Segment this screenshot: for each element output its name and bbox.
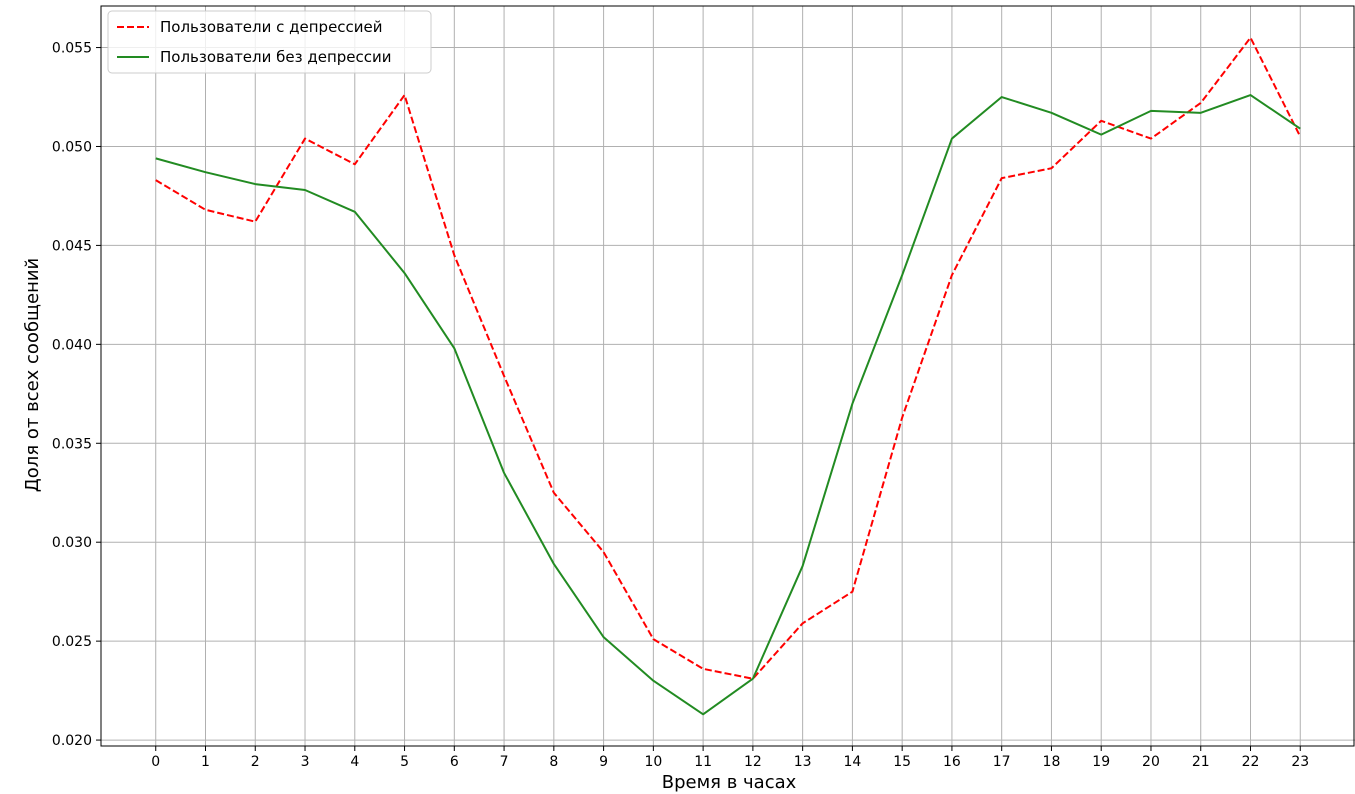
x-tick-label: 16 — [943, 754, 961, 770]
x-tick-label: 15 — [893, 754, 911, 770]
x-tick-label: 5 — [400, 754, 409, 770]
x-tick-label: 18 — [1043, 754, 1061, 770]
x-tick-label: 1 — [201, 754, 210, 770]
series-layer — [155, 36, 1302, 716]
x-tick-label: 6 — [450, 754, 459, 770]
plot-frame — [100, 5, 1355, 747]
y-tick-label: 0.040 — [52, 337, 92, 353]
x-tick-label: 13 — [794, 754, 812, 770]
x-tick-label: 9 — [599, 754, 608, 770]
y-tick-label: 0.045 — [52, 238, 92, 254]
y-axis-title: Доля от всех сообщений — [22, 258, 43, 493]
legend: Пользователи с депрессией Пользователи б… — [107, 10, 432, 74]
x-tick-label: 2 — [251, 754, 260, 770]
x-tick-label: 8 — [549, 754, 558, 770]
y-tick-label: 0.055 — [52, 41, 92, 57]
x-tick-label: 7 — [500, 754, 509, 770]
x-tick-label: 17 — [993, 754, 1011, 770]
x-tick-label: 14 — [843, 754, 861, 770]
x-tick-label: 0 — [151, 754, 160, 770]
grid — [101, 6, 1355, 746]
y-tick-label: 0.025 — [52, 634, 92, 650]
legend-label-depressed: Пользователи с депрессией — [160, 18, 383, 36]
series-line-non-depressed — [155, 94, 1301, 716]
y-tick-label: 0.050 — [52, 139, 92, 155]
x-tick-label: 4 — [350, 754, 359, 770]
x-tick-label: 22 — [1242, 754, 1260, 770]
legend-label-non-depressed: Пользователи без депрессии — [160, 48, 392, 66]
y-tick-label: 0.030 — [52, 535, 92, 551]
legend-box — [107, 10, 432, 74]
y-tick-label: 0.035 — [52, 436, 92, 452]
x-axis-title: Время в часах — [662, 772, 797, 793]
x-tick-label: 11 — [694, 754, 712, 770]
x-axis: 0 1 2 3 4 5 6 7 8 9 10 11 12 13 14 15 16 17 18 19 20 21 22 23 — [151, 746, 1309, 770]
series-line-depressed — [155, 36, 1302, 680]
y-tick-label: 0.020 — [52, 733, 92, 749]
x-tick-label: 21 — [1192, 754, 1210, 770]
x-tick-label: 3 — [301, 754, 310, 770]
y-axis: 0.020 0.025 0.030 0.035 0.040 0.045 0.050 0.055 — [52, 41, 101, 749]
x-tick-label: 10 — [644, 754, 662, 770]
x-tick-label: 20 — [1142, 754, 1160, 770]
x-tick-label: 12 — [744, 754, 762, 770]
x-tick-label: 23 — [1291, 754, 1309, 770]
x-tick-label: 19 — [1092, 754, 1110, 770]
